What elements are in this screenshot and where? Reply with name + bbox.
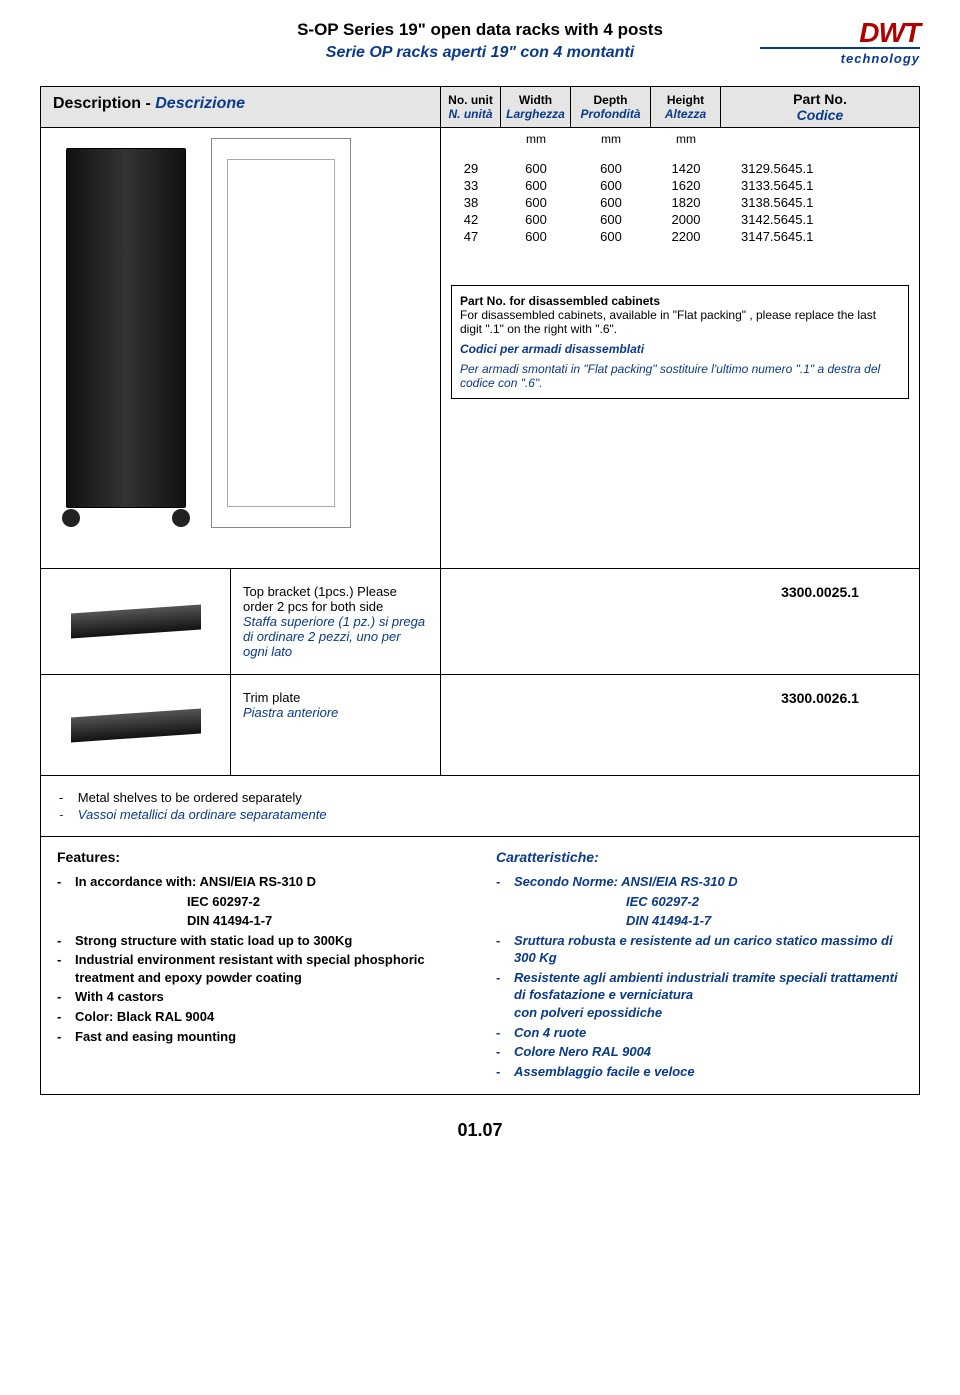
product-images (41, 128, 441, 568)
table-header-row: Description - Descrizione No. unitN. uni… (41, 87, 919, 127)
col-unit-it: N. unità (443, 107, 498, 121)
accessory-part-number: 3300.0025.1 (721, 569, 919, 674)
accessory-row: Top bracket (1pcs.) Please order 2 pcs f… (41, 568, 919, 674)
main-content-row: mm mm mm 2960060014203129.5645.133600600… (41, 127, 919, 568)
col-width-it: Larghezza (503, 107, 568, 121)
features-list-en: In accordance with: ANSI/EIA RS-310 DIEC… (57, 873, 464, 1045)
product-row: 2960060014203129.5645.1 (441, 160, 919, 177)
bracket-icon (71, 605, 201, 639)
col-height-it: Altezza (653, 107, 718, 121)
col-width-en: Width (503, 93, 568, 107)
product-data-rows: 2960060014203129.5645.13360060016203133.… (441, 160, 919, 245)
disassembled-note: Part No. for disassembled cabinets For d… (451, 285, 909, 399)
col-depth-it: Profondità (573, 107, 648, 121)
rack-drawing-icon (211, 138, 351, 528)
features-list-it: Secondo Norme: ANSI/EIA RS-310 DIEC 6029… (496, 873, 903, 1080)
accessory-row: Trim platePiastra anteriore 3300.0026.1 (41, 674, 919, 775)
col-part-it: Codice (723, 107, 917, 123)
accessory-image (41, 569, 231, 674)
rack-photo-icon (66, 148, 186, 508)
bracket-icon (71, 708, 201, 742)
page-number: 01.07 (40, 1120, 920, 1141)
title-italian: Serie OP racks aperti 19" con 4 montanti (200, 44, 760, 62)
col-unit-en: No. unit (443, 93, 498, 107)
col-description-it: Descrizione (155, 95, 245, 112)
features-section: Features: In accordance with: ANSI/EIA R… (41, 836, 919, 1094)
col-depth-en: Depth (573, 93, 648, 107)
title-english: S-OP Series 19" open data racks with 4 p… (200, 20, 760, 40)
unit-row: mm mm mm (441, 128, 919, 150)
brand-logo: DWT technology (760, 20, 920, 66)
product-row: 4760060022003147.5645.1 (441, 228, 919, 245)
product-row: 3860060018203138.5645.1 (441, 194, 919, 211)
accessory-description: Trim platePiastra anteriore (231, 675, 441, 775)
features-title-en: Features: (57, 849, 464, 865)
col-height-en: Height (653, 93, 718, 107)
separate-order-note: - Metal shelves to be ordered separately… (41, 775, 919, 836)
spec-table: Description - Descrizione No. unitN. uni… (40, 86, 920, 1095)
accessory-image (41, 675, 231, 775)
page-header: S-OP Series 19" open data racks with 4 p… (40, 20, 920, 66)
features-title-it: Caratteristiche: (496, 849, 903, 865)
accessory-description: Top bracket (1pcs.) Please order 2 pcs f… (231, 569, 441, 674)
accessory-part-number: 3300.0026.1 (721, 675, 919, 775)
col-description-en: Description - (53, 95, 155, 112)
col-part-en: Part No. (723, 91, 917, 107)
product-row: 4260060020003142.5645.1 (441, 211, 919, 228)
product-row: 3360060016203133.5645.1 (441, 177, 919, 194)
